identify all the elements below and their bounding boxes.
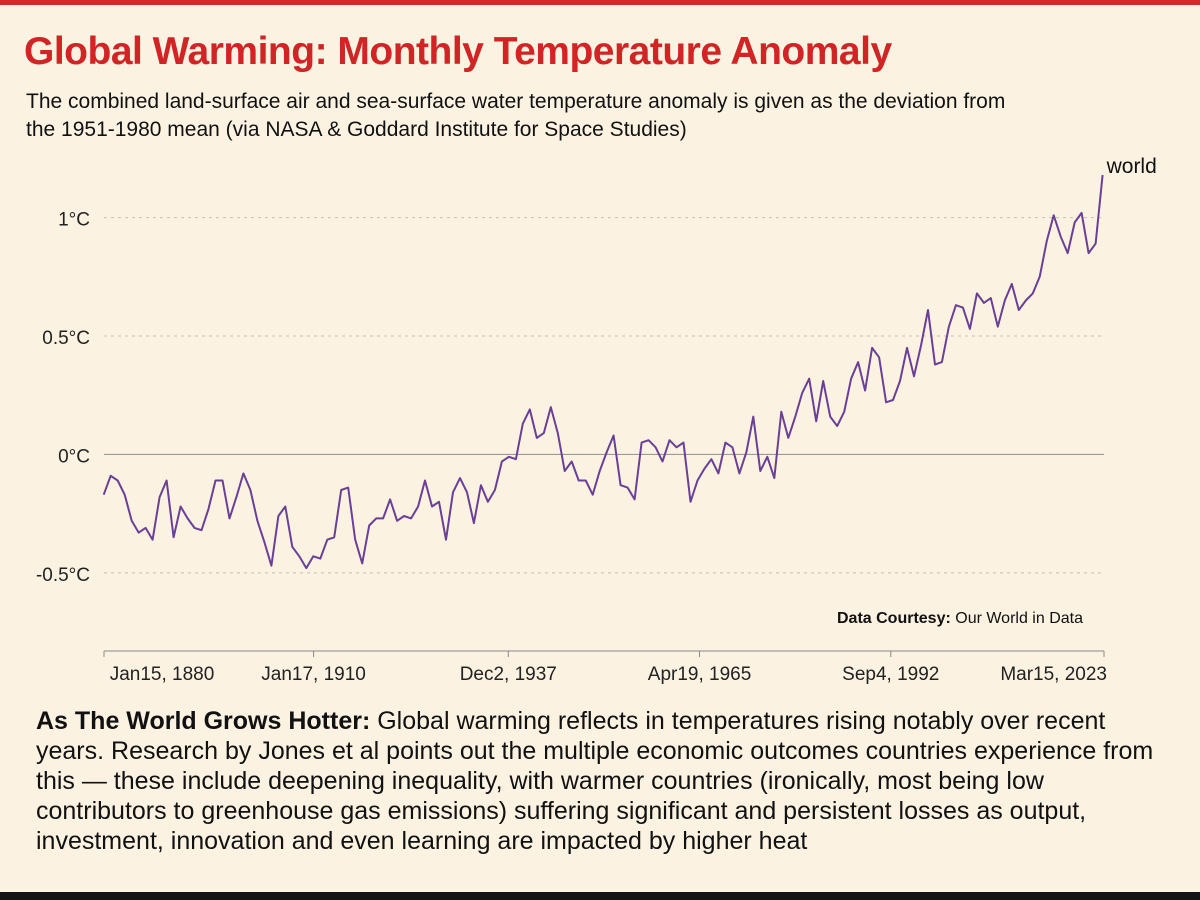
series-line-world [102, 174, 1104, 570]
x-tick-label: Apr19, 1965 [648, 664, 752, 685]
chart-title: Global Warming: Monthly Temperature Anom… [24, 30, 892, 73]
source-value: Our World in Data [951, 610, 1083, 627]
x-tick-label: Dec2, 1937 [460, 664, 557, 685]
x-tick-label: Mar15, 2023 [1000, 664, 1107, 685]
top-accent-rule [0, 0, 1200, 5]
x-tick-label: Sep4, 1992 [842, 664, 939, 685]
source-label: Data Courtesy: [837, 610, 951, 627]
bottom-rule [0, 892, 1200, 900]
series-label-world: world [1106, 155, 1157, 178]
line-chart: 1°C 0.5°C 0°C -0.5°C Jan15, 1880 Jan17, 1910 D… [36, 155, 1157, 685]
x-tick-label: Jan17, 1910 [261, 664, 366, 685]
caption-body: Global warming reflects in temperatures … [36, 707, 1154, 855]
y-tick-label: 1°C [58, 210, 90, 231]
y-tick-label: 0°C [58, 446, 90, 467]
chart-subtitle: The combined land-surface air and sea-su… [26, 90, 1006, 141]
y-tick-label: 0.5°C [42, 328, 90, 349]
y-tick-label: -0.5°C [36, 565, 90, 586]
source-note: Data Courtesy: Our World in Data [837, 610, 1083, 627]
caption: As The World Grows Hotter: Global warmin… [36, 706, 1176, 856]
x-tick-label: Jan15, 1880 [110, 664, 215, 685]
caption-lead: As The World Grows Hotter: [36, 707, 371, 735]
